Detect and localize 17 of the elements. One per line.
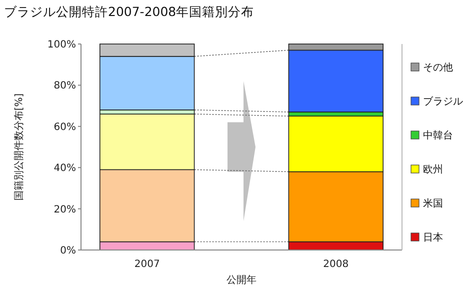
legend-label: 日本 xyxy=(423,232,443,244)
y-tick-label: 40% xyxy=(54,163,76,174)
legend-label: ブラジル xyxy=(423,96,463,108)
y-tick-label: 20% xyxy=(54,204,76,216)
legend-label: 米国 xyxy=(423,198,443,210)
x-tick-label: 2008 xyxy=(323,259,349,270)
y-tick-label: 0% xyxy=(60,246,76,256)
y-tick-label: 60% xyxy=(54,122,76,133)
x-tick-label: 2007 xyxy=(134,259,160,270)
legend-label: 欧州 xyxy=(423,164,443,176)
y-tick-label: 80% xyxy=(54,80,76,92)
legend-label: その他 xyxy=(423,62,453,74)
legend-label: 中韓台 xyxy=(423,130,453,142)
y-tick-label: 100% xyxy=(47,40,76,50)
x-axis-title: 公開年 xyxy=(226,274,256,286)
chart-title: ブラジル公開特許2007-2008年国籍別分布 xyxy=(4,4,254,19)
y-axis-title: 国籍別公開件数分布[%] xyxy=(13,93,25,201)
